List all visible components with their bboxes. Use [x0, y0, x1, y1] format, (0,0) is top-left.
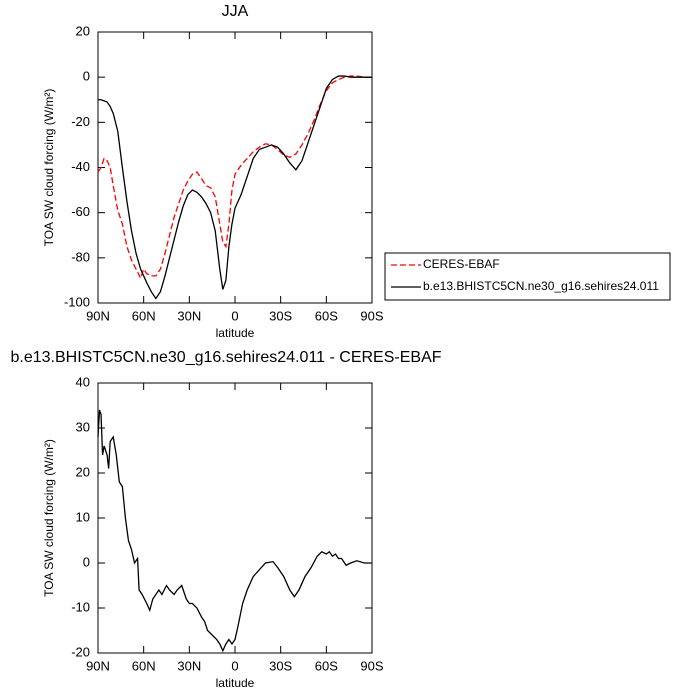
y-tick-label: 10 — [76, 509, 90, 524]
plot-frame — [97, 382, 373, 654]
x-tick-label: 60N — [132, 308, 156, 323]
legend-label: CERES-EBAF — [423, 257, 500, 271]
x-tick-label: 60N — [132, 658, 156, 673]
y-tick-label: 0 — [83, 554, 90, 569]
x-tick-label: 90N — [86, 308, 110, 323]
x-tick-label: 60S — [315, 658, 338, 673]
x-tick-label: 60S — [315, 308, 338, 323]
chart-title: b.e13.BHISTC5CN.ne30_g16.sehires24.011 -… — [10, 349, 441, 366]
y-tick-label: 30 — [76, 419, 90, 434]
y-tick-label: -20 — [71, 644, 90, 659]
x-axis-label: latitude — [216, 326, 255, 340]
data-line — [97, 409, 372, 653]
y-axis-label: TOA SW cloud forcing (W/m²) — [42, 89, 56, 247]
y-tick-label: -40 — [71, 159, 90, 174]
x-tick-label: 30N — [177, 308, 201, 323]
y-tick-label: 0 — [83, 69, 90, 84]
y-tick-label: 40 — [76, 374, 90, 389]
y-tick-label: -80 — [71, 249, 90, 264]
legend-label: b.e13.BHISTC5CN.ne30_g16.sehires24.011 — [423, 279, 659, 293]
y-tick-label: 20 — [76, 464, 90, 479]
y-tick-label: -60 — [71, 204, 90, 219]
legend-box — [384, 252, 671, 301]
x-tick-label: 0 — [231, 658, 238, 673]
x-tick-label: 30S — [269, 658, 292, 673]
data-line — [98, 75, 372, 300]
x-tick-label: 90S — [360, 658, 383, 673]
y-tick-label: 20 — [76, 23, 90, 38]
y-tick-label: -20 — [71, 114, 90, 129]
y-tick-label: -10 — [71, 599, 90, 614]
x-tick-label: 90S — [360, 308, 383, 323]
y-tick-label: -100 — [64, 294, 90, 309]
x-axis-label: latitude — [216, 676, 255, 690]
data-line — [97, 75, 372, 280]
y-axis-label: TOA SW cloud forcing (W/m²) — [42, 439, 56, 597]
x-tick-label: 90N — [86, 658, 110, 673]
x-tick-label: 30N — [177, 658, 201, 673]
x-tick-label: 0 — [231, 308, 238, 323]
chart-title: JJA — [222, 3, 249, 20]
x-tick-label: 30S — [269, 308, 292, 323]
